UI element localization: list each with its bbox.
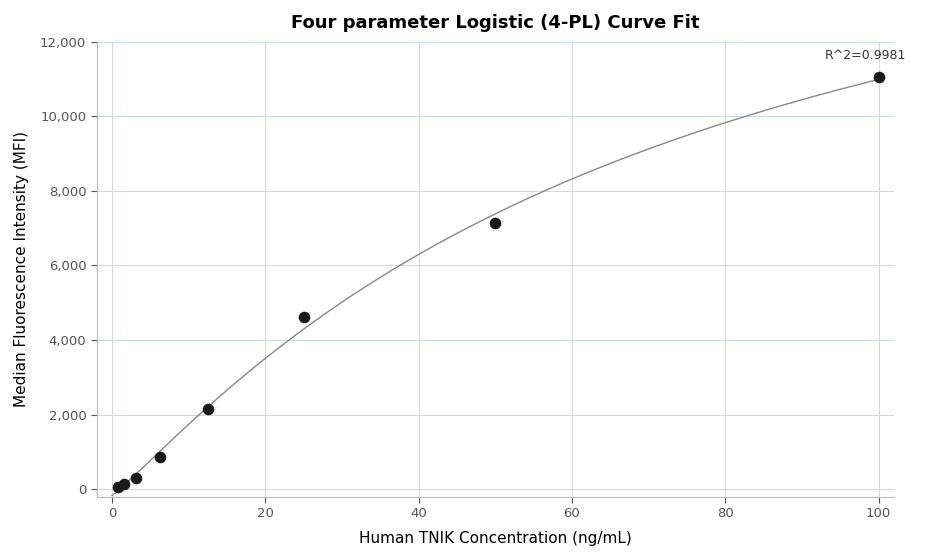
Point (297, 312, 311, 321)
Point (129, 473, 144, 482)
Point (871, 73, 886, 82)
Y-axis label: Median Fluorescence Intensity (MFI): Median Fluorescence Intensity (MFI) (14, 131, 29, 407)
Point (117, 479, 132, 488)
Point (200, 404, 215, 413)
Text: R^2=0.9981: R^2=0.9981 (825, 49, 907, 62)
Point (488, 218, 502, 227)
Point (110, 482, 125, 491)
Point (153, 453, 168, 462)
X-axis label: Human TNIK Concentration (ng/mL): Human TNIK Concentration (ng/mL) (359, 531, 631, 546)
Title: Four parameter Logistic (4-PL) Curve Fit: Four parameter Logistic (4-PL) Curve Fit (291, 14, 700, 32)
